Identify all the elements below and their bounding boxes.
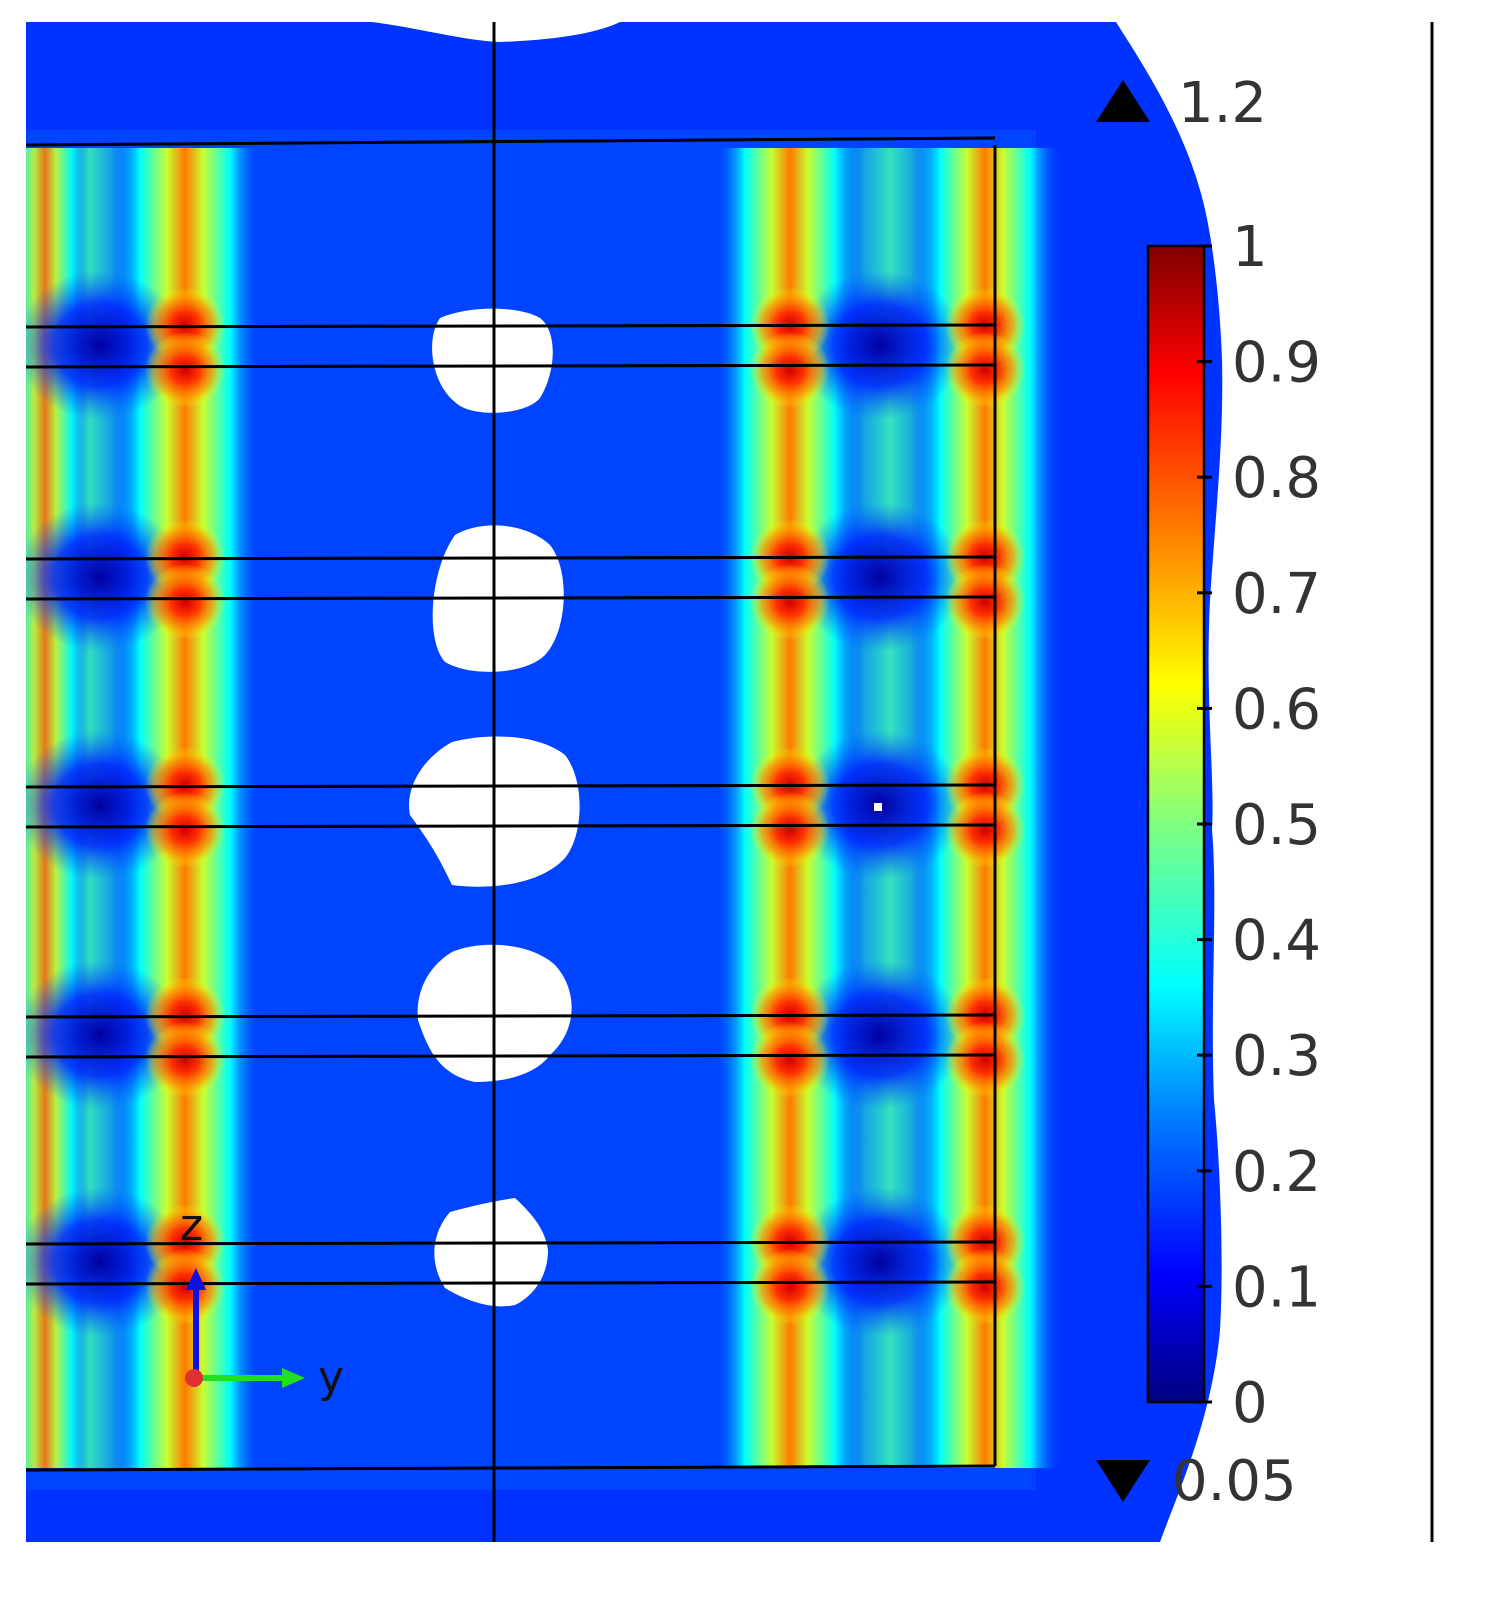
hot-node (750, 1022, 830, 1098)
hot-node (145, 564, 225, 640)
edge-line-lower-1 (25, 363, 996, 369)
range-max-triangle-icon (1096, 80, 1150, 122)
z-arrowhead-icon (186, 1268, 206, 1290)
geometry-edges (25, 22, 997, 1542)
void-1 (432, 308, 553, 413)
colorbar-ticks: 1 0.9 0.8 0.7 0.6 0.5 0.4 0.3 0.2 0.1 0 (1197, 215, 1321, 1436)
axis-label-z: z (180, 1200, 203, 1251)
colorbar-tick-label: 0.2 (1232, 1140, 1321, 1205)
edge-line-lower-4 (25, 1053, 996, 1059)
edge-line-lower-3 (25, 823, 996, 829)
edge-line-upper-3 (25, 783, 996, 789)
axis-triad: z y (180, 1200, 344, 1403)
range-max-label: 1.2 (1178, 71, 1267, 136)
y-arrowhead-icon (282, 1368, 305, 1388)
colorbar-tick-label: 0.1 (1232, 1255, 1321, 1320)
edge-line-upper-5 (25, 1240, 996, 1246)
hot-node (145, 792, 225, 868)
edge-line-upper-4 (25, 1013, 996, 1019)
low-field-spot (26, 502, 185, 652)
low-field-spot (26, 730, 185, 880)
hot-node (145, 1022, 225, 1098)
colorbar-tick-label: 0.9 (1232, 331, 1321, 396)
colorbar: 1.2 0.05 1 0.9 0.8 0.7 0.6 0.5 0.4 0.3 0.2 0.1 0 (1096, 71, 1321, 1514)
edge-line-lower-2 (25, 595, 996, 601)
colorbar-gradient (1146, 244, 1206, 1404)
low-field-spot (26, 270, 185, 420)
range-min-label: 0.05 (1172, 1449, 1297, 1514)
top-edge-line (25, 136, 996, 147)
hot-node (750, 564, 830, 640)
field-heatmap (26, 22, 1223, 1542)
low-field-spot (795, 960, 965, 1110)
hot-node (145, 1249, 225, 1325)
low-field-spot (795, 270, 965, 420)
hot-node (945, 332, 1025, 408)
low-field-spot (26, 1187, 185, 1337)
low-field-spot (795, 502, 965, 652)
hot-node (945, 1249, 1025, 1325)
void-speck (874, 803, 882, 811)
hot-node (945, 564, 1025, 640)
hot-node (750, 1249, 830, 1325)
axis-label-y: y (318, 1352, 344, 1403)
hot-node (945, 1022, 1025, 1098)
hot-node (750, 332, 830, 408)
colorbar-tick-label: 0.8 (1232, 446, 1321, 511)
colorbar-tick-label: 0.5 (1232, 793, 1321, 858)
hot-node (750, 792, 830, 868)
void-5 (434, 1198, 548, 1307)
colorbar-tick-label: 0.3 (1232, 1024, 1321, 1089)
colorbar-tick-label: 0.4 (1232, 909, 1321, 974)
hot-node (145, 332, 225, 408)
hot-node (945, 792, 1025, 868)
edge-line-lower-5 (25, 1280, 996, 1286)
x-axis-marker-icon (185, 1369, 203, 1387)
colorbar-tick-label: 1 (1232, 215, 1268, 280)
colorbar-tick-label: 0.6 (1232, 677, 1321, 742)
edge-line-upper-2 (25, 555, 996, 561)
colorbar-tick-label: 0 (1232, 1371, 1268, 1436)
low-field-spot (795, 1187, 965, 1337)
colorbar-tick-label: 0.7 (1232, 562, 1321, 627)
edge-line-upper-1 (25, 323, 996, 329)
bottom-edge-line (25, 1464, 996, 1472)
range-min-triangle-icon (1096, 1460, 1150, 1502)
low-field-spot (26, 960, 185, 1110)
